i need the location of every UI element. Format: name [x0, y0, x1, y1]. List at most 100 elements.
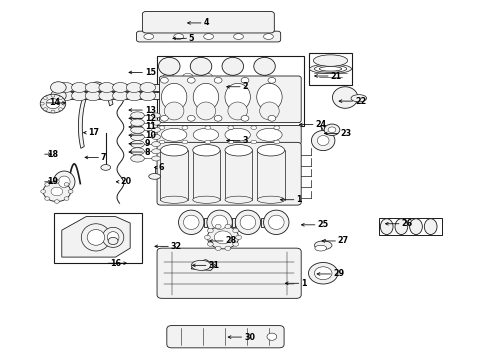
- Ellipse shape: [214, 116, 222, 121]
- FancyBboxPatch shape: [159, 76, 301, 123]
- Text: 7: 7: [101, 153, 106, 162]
- Ellipse shape: [50, 82, 66, 93]
- Ellipse shape: [202, 73, 212, 78]
- Ellipse shape: [236, 235, 242, 239]
- Ellipse shape: [85, 91, 101, 101]
- Text: 11: 11: [145, 122, 156, 131]
- Ellipse shape: [185, 13, 201, 19]
- Ellipse shape: [44, 96, 48, 99]
- Ellipse shape: [235, 210, 261, 234]
- Ellipse shape: [274, 140, 280, 144]
- Ellipse shape: [160, 116, 168, 121]
- Ellipse shape: [264, 210, 289, 234]
- Ellipse shape: [108, 237, 118, 244]
- Ellipse shape: [251, 126, 257, 130]
- Ellipse shape: [152, 120, 160, 125]
- Ellipse shape: [228, 126, 234, 130]
- Text: 21: 21: [331, 72, 342, 81]
- Ellipse shape: [187, 116, 195, 121]
- Ellipse shape: [44, 108, 48, 111]
- Ellipse shape: [202, 86, 212, 91]
- Ellipse shape: [318, 135, 329, 145]
- Ellipse shape: [214, 231, 232, 244]
- Ellipse shape: [183, 73, 193, 78]
- Ellipse shape: [152, 149, 160, 154]
- Ellipse shape: [193, 84, 219, 111]
- Polygon shape: [321, 126, 327, 138]
- Polygon shape: [58, 84, 163, 91]
- Ellipse shape: [212, 215, 227, 229]
- Ellipse shape: [159, 126, 165, 130]
- Ellipse shape: [87, 229, 105, 245]
- Ellipse shape: [351, 95, 367, 102]
- Ellipse shape: [267, 333, 277, 340]
- Text: 1: 1: [296, 195, 302, 204]
- Ellipse shape: [51, 110, 55, 113]
- Ellipse shape: [160, 144, 188, 156]
- Bar: [309, 53, 352, 85]
- Ellipse shape: [161, 129, 187, 141]
- Ellipse shape: [140, 82, 156, 93]
- FancyBboxPatch shape: [167, 325, 284, 348]
- Ellipse shape: [215, 246, 221, 251]
- Ellipse shape: [131, 148, 145, 155]
- Ellipse shape: [58, 82, 74, 93]
- Ellipse shape: [216, 13, 232, 19]
- Ellipse shape: [204, 235, 210, 239]
- Ellipse shape: [161, 84, 187, 111]
- Polygon shape: [78, 82, 113, 148]
- Bar: [157, 56, 304, 126]
- Polygon shape: [58, 92, 163, 99]
- Ellipse shape: [99, 91, 115, 101]
- Ellipse shape: [163, 93, 173, 98]
- FancyBboxPatch shape: [157, 126, 301, 144]
- Ellipse shape: [205, 140, 211, 144]
- Ellipse shape: [152, 156, 160, 161]
- Ellipse shape: [46, 99, 60, 109]
- FancyBboxPatch shape: [137, 31, 281, 42]
- Ellipse shape: [257, 196, 285, 203]
- Ellipse shape: [257, 84, 282, 111]
- Ellipse shape: [72, 82, 87, 93]
- Ellipse shape: [174, 34, 184, 40]
- Ellipse shape: [207, 229, 213, 233]
- Ellipse shape: [107, 231, 119, 243]
- Ellipse shape: [163, 73, 173, 78]
- Ellipse shape: [319, 67, 342, 71]
- Ellipse shape: [40, 102, 44, 105]
- Ellipse shape: [193, 144, 220, 156]
- Ellipse shape: [187, 77, 195, 83]
- Ellipse shape: [160, 196, 188, 203]
- Ellipse shape: [193, 129, 219, 141]
- Ellipse shape: [233, 242, 239, 246]
- Ellipse shape: [140, 91, 156, 101]
- Text: 25: 25: [318, 220, 328, 229]
- Ellipse shape: [154, 13, 170, 19]
- Ellipse shape: [264, 34, 273, 40]
- Ellipse shape: [126, 91, 142, 101]
- Ellipse shape: [225, 84, 250, 111]
- Polygon shape: [191, 260, 216, 270]
- Text: 23: 23: [340, 129, 351, 138]
- Ellipse shape: [274, 126, 280, 130]
- Text: 24: 24: [316, 120, 326, 129]
- Ellipse shape: [131, 155, 145, 162]
- Text: 31: 31: [208, 261, 220, 270]
- Ellipse shape: [64, 197, 69, 201]
- Ellipse shape: [207, 210, 232, 234]
- FancyBboxPatch shape: [157, 142, 301, 205]
- Ellipse shape: [257, 144, 285, 156]
- Ellipse shape: [222, 57, 244, 75]
- Ellipse shape: [43, 181, 71, 202]
- Text: 29: 29: [333, 269, 344, 278]
- Ellipse shape: [152, 134, 160, 139]
- Ellipse shape: [191, 260, 211, 270]
- Ellipse shape: [324, 124, 340, 135]
- Ellipse shape: [62, 102, 66, 105]
- Bar: [54, 213, 143, 263]
- Ellipse shape: [144, 34, 154, 40]
- Ellipse shape: [424, 219, 437, 234]
- Ellipse shape: [241, 116, 249, 121]
- Ellipse shape: [178, 210, 204, 234]
- Ellipse shape: [309, 262, 338, 284]
